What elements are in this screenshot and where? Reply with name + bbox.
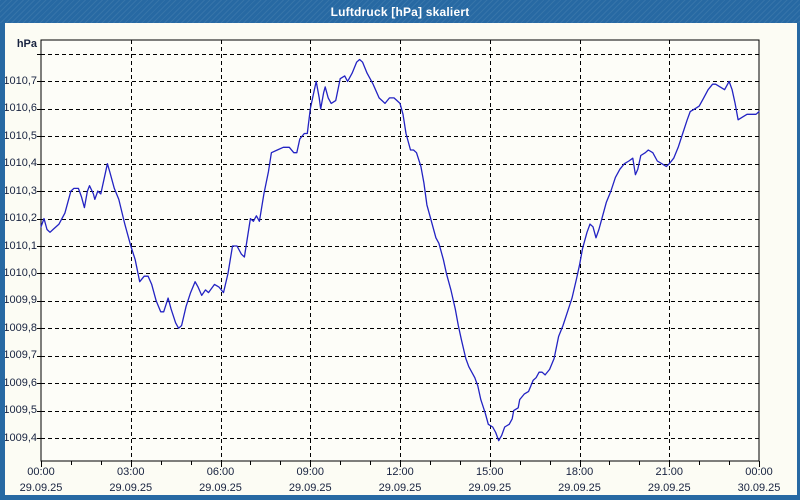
y-axis-label: 1010,0 (3, 266, 37, 279)
y-axis-label: 1009,8 (3, 321, 37, 334)
y-axis-label: 1010,5 (3, 129, 37, 142)
x-axis-date-label: 29.09.25 (19, 482, 63, 494)
x-axis-date-label: 29.09.25 (378, 482, 422, 494)
x-axis-time-label: 06:00 (206, 466, 235, 478)
x-axis-time-label: 09:00 (296, 466, 325, 478)
window-border-left (0, 23, 5, 500)
x-axis-time-label: 03:00 (116, 466, 145, 478)
x-axis-date-label: 29.09.25 (558, 482, 601, 494)
y-axis-label: 1009,7 (3, 349, 37, 362)
x-axis-time-label: 18:00 (565, 466, 594, 478)
y-axis-label: 1009,9 (3, 294, 37, 307)
y-axis-label: 1009,5 (3, 404, 37, 417)
window-border-right (797, 23, 800, 500)
x-axis-time-label: 00:00 (745, 466, 773, 478)
x-axis-date-label: 29.09.25 (647, 482, 691, 494)
y-axis-label: 1009,4 (3, 431, 37, 444)
x-axis-time-label: 15:00 (475, 466, 504, 478)
y-axis-label: 1010,3 (3, 184, 37, 197)
x-axis-time-label: 21:00 (655, 466, 684, 478)
x-axis-time-label: 00:00 (27, 466, 55, 478)
y-axis-label: 1009,6 (3, 376, 37, 389)
window-border-bottom (0, 495, 800, 500)
y-axis-unit-label: hPa (16, 38, 37, 50)
x-axis-time-label: 12:00 (386, 466, 414, 478)
y-axis-label: 1010,4 (3, 157, 37, 170)
y-axis-label: 1010,7 (3, 74, 37, 87)
x-axis-date-label: 29.09.25 (109, 482, 153, 494)
window-title: Luftdruck [hPa] skaliert (330, 4, 470, 19)
pressure-series-line (40, 58, 760, 442)
title-bar[interactable]: Luftdruck [hPa] skaliert (0, 0, 800, 23)
x-axis-date-label: 29.09.25 (199, 482, 242, 494)
x-axis-date-label: 29.09.25 (288, 482, 332, 494)
y-axis-label: 1010,6 (3, 102, 37, 115)
x-axis-date-label: 29.09.25 (468, 482, 512, 494)
y-axis-label: 1010,1 (3, 239, 37, 252)
y-axis-label: 1010,2 (3, 212, 37, 225)
x-axis-date-label: 30.09.25 (737, 482, 781, 494)
